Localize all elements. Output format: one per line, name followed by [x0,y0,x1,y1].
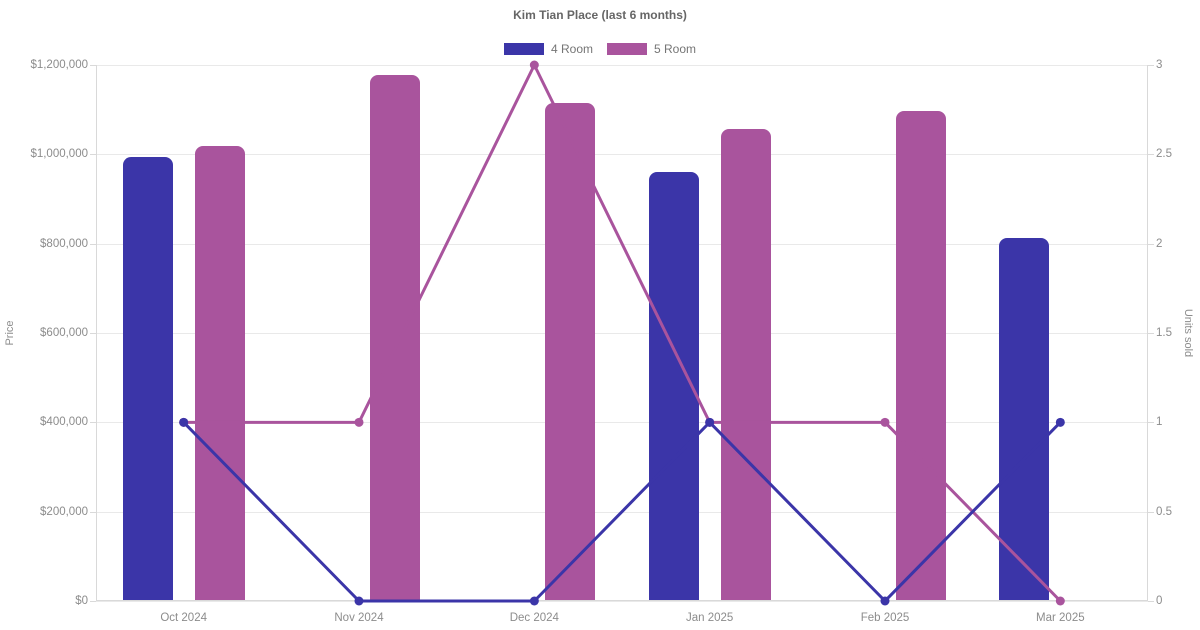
bar-4-room-jan-2025 [648,171,699,601]
line-5-room [182,63,1062,603]
point-5-room-nov-2024 [354,417,364,427]
x-tick-label-jan-2025: Jan 2025 [685,612,734,624]
line-4-room [182,420,1062,603]
bottom-axis-border [96,600,1148,601]
right-tick-mark [1148,65,1154,66]
right-axis-border [1147,65,1148,601]
point-4-room-oct-2024 [179,417,189,427]
bar-4-room-oct-2024 [122,156,173,601]
bar-5-room-nov-2024 [370,74,420,601]
right-tick-mark [1148,154,1154,156]
point-5-room-dec-2024 [529,60,539,70]
x-tick-label-mar-2025: Mar 2025 [1036,612,1085,624]
legend-item-4-room[interactable]: 4 Room [503,42,593,56]
point-4-room-nov-2024 [354,596,364,606]
y-left-tick-label: $200,000 [40,505,88,518]
gridline [96,422,1148,424]
bar-4-room-mar-2025 [999,238,1050,601]
right-tick-mark [1148,511,1154,513]
gridline [96,154,1148,156]
chart-title: Kim Tian Place (last 6 months) [513,8,687,22]
point-4-room-jan-2025 [705,417,715,427]
left-axis-border [96,65,97,601]
y-right-tick-label: 3 [1156,59,1163,71]
y-left-tick-label: $1,000,000 [30,148,88,161]
gridline [96,65,1148,66]
legend-label-4-room: 4 Room [550,42,593,56]
y-left-tick-label: $1,200,000 [30,59,88,71]
y-left-tick-label: $800,000 [40,237,88,250]
line-layer [179,60,1065,606]
gridline [96,333,1148,334]
right-tick-mark [1148,243,1154,245]
legend-label-5-room: 5 Room [654,42,697,56]
y-right-tick-label: 1 [1156,416,1163,429]
x-tick-label-dec-2024: Dec 2024 [509,612,559,624]
bar-5-room-oct-2024 [194,146,245,601]
right-axis-title: Units sold [1182,308,1194,358]
gridline [96,601,1148,602]
left-tick-mark [90,243,96,245]
y-right-tick-label: 0.5 [1156,505,1172,518]
right-tick-mark [1148,422,1154,424]
point-4-room-feb-2025 [880,596,890,606]
y-left-tick-label: $0 [75,595,88,607]
legend-item-5-room[interactable]: 5 Room [607,42,696,56]
legend-swatch-5-room [607,43,647,55]
legend-swatch-4-room [503,43,544,55]
right-tick-mark [1148,333,1154,334]
point-5-room-feb-2025 [880,417,890,427]
left-tick-mark [90,333,96,334]
right-tick-mark [1148,601,1154,602]
x-tick-label-feb-2025: Feb 2025 [860,612,910,624]
legend: 4 Room 5 Room [0,42,1200,56]
bar-5-room-feb-2025 [896,111,946,601]
bar-5-room-dec-2024 [545,103,596,601]
x-tick-label-oct-2024: Oct 2024 [160,612,207,624]
x-tick-label-nov-2024: Nov 2024 [334,612,384,624]
left-tick-mark [90,601,96,602]
left-tick-mark [90,511,96,513]
point-5-room-mar-2025 [1055,596,1065,606]
point-4-room-dec-2024 [529,596,539,606]
y-right-tick-label: 2.5 [1156,148,1172,161]
point-4-room-mar-2025 [1055,417,1065,427]
plot-area [96,60,1148,606]
y-right-tick-label: 2 [1156,237,1163,250]
left-tick-mark [90,65,96,66]
left-axis-title: Price [4,320,16,346]
left-tick-mark [90,422,96,424]
y-left-tick-label: $600,000 [40,327,88,339]
y-left-tick-label: $400,000 [40,416,88,429]
y-right-tick-label: 0 [1156,595,1163,607]
left-tick-mark [90,154,96,156]
y-right-tick-label: 1.5 [1156,327,1172,339]
bar-5-room-jan-2025 [720,129,771,601]
